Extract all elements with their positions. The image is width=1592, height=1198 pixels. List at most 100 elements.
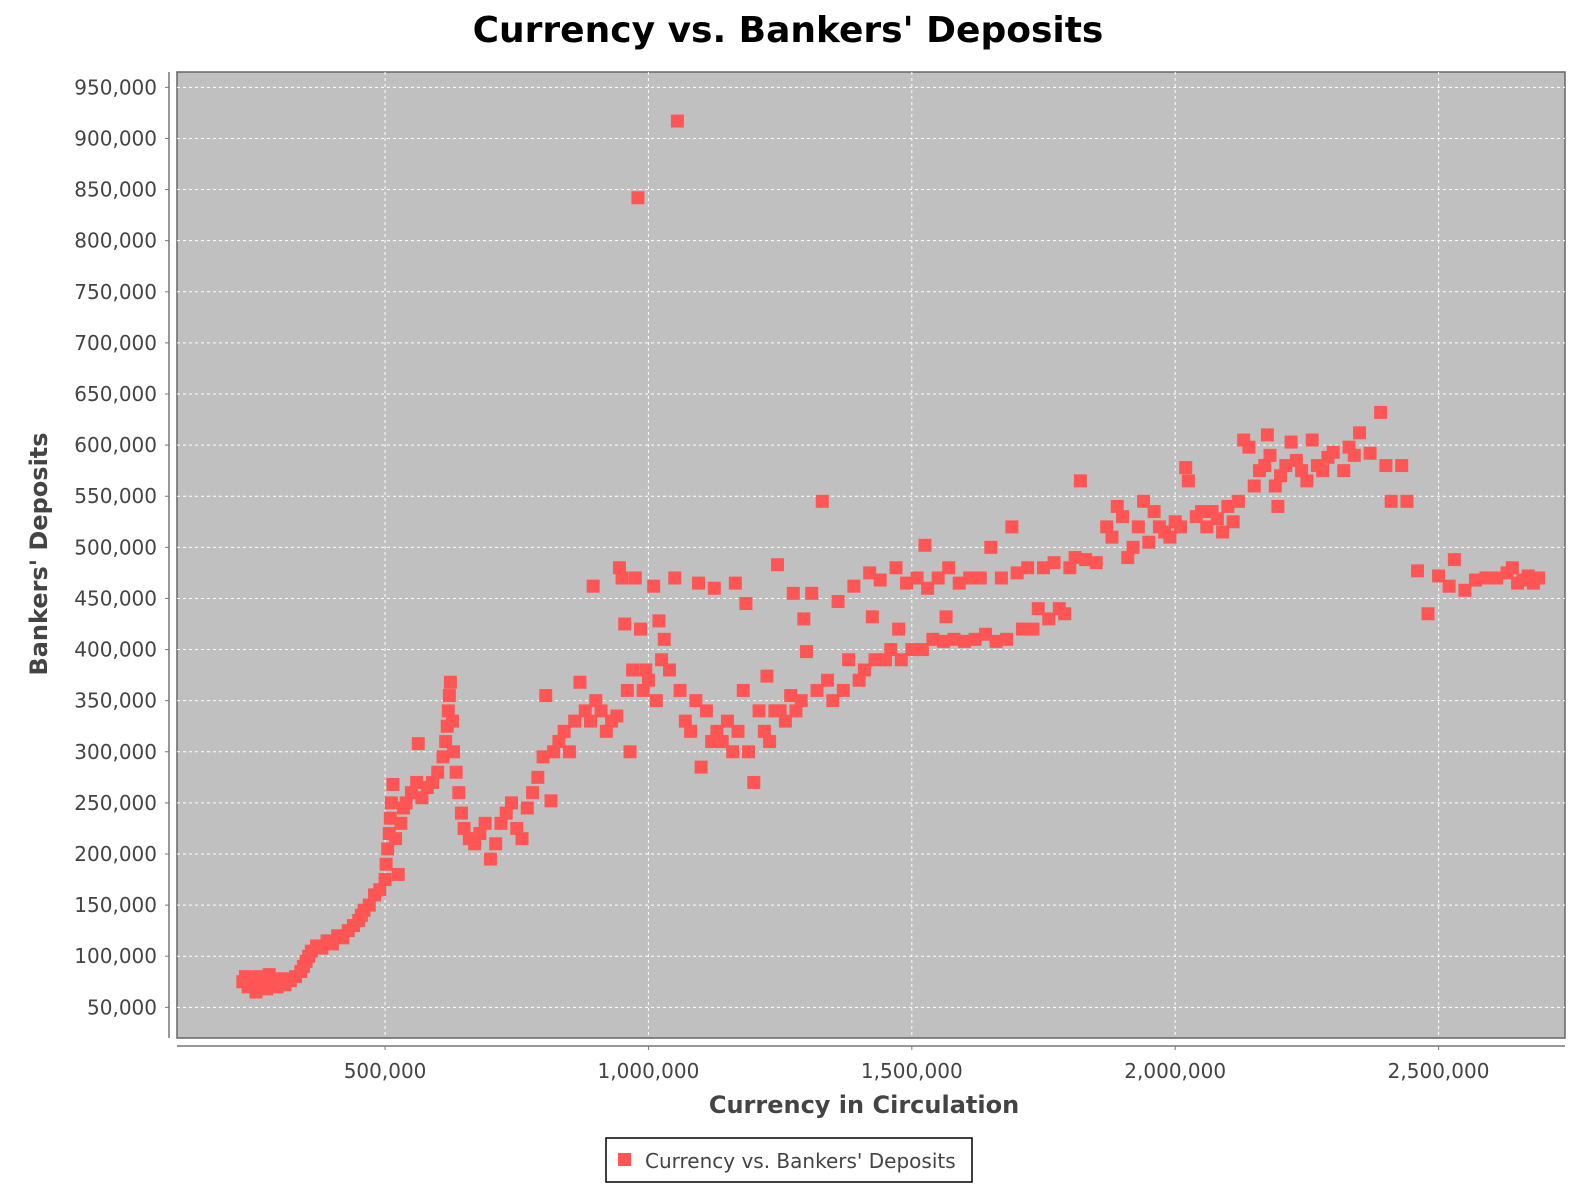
- data-point: [1289, 453, 1303, 467]
- data-point: [655, 653, 669, 667]
- y-tick-label: 500,000: [74, 535, 157, 559]
- data-point: [707, 581, 721, 595]
- data-point: [510, 821, 524, 835]
- data-point: [1347, 448, 1361, 462]
- y-tick-label: 300,000: [74, 740, 157, 764]
- y-tick-label: 850,000: [74, 178, 157, 202]
- data-point: [1179, 461, 1193, 475]
- data-point: [1079, 553, 1093, 567]
- data-point: [1374, 405, 1388, 419]
- data-point: [794, 694, 808, 708]
- data-point: [668, 571, 682, 585]
- data-point: [1395, 459, 1409, 473]
- data-point: [760, 669, 774, 683]
- data-point: [494, 816, 508, 830]
- data-point: [821, 673, 835, 687]
- data-point: [673, 683, 687, 697]
- data-point: [910, 571, 924, 585]
- data-point: [557, 724, 571, 738]
- data-point: [647, 579, 661, 593]
- data-point: [892, 622, 906, 636]
- data-point: [784, 689, 798, 703]
- data-point: [1271, 499, 1285, 513]
- data-point: [1195, 505, 1209, 519]
- data-point: [778, 714, 792, 728]
- data-point: [415, 791, 429, 805]
- data-point: [1379, 459, 1393, 473]
- data-point: [547, 745, 561, 759]
- data-point: [691, 576, 705, 590]
- y-tick-label: 150,000: [74, 893, 157, 917]
- data-point: [1147, 505, 1161, 519]
- data-point: [1221, 499, 1235, 513]
- y-axis-label: Bankers' Deposits: [25, 432, 53, 675]
- data-point: [515, 832, 529, 846]
- data-point: [641, 673, 655, 687]
- data-point: [947, 632, 961, 646]
- data-point: [589, 694, 603, 708]
- data-point: [454, 806, 468, 820]
- data-point: [631, 191, 645, 205]
- data-point: [921, 581, 935, 595]
- data-point: [504, 796, 518, 810]
- data-point: [973, 571, 987, 585]
- data-point: [1068, 551, 1082, 565]
- data-point: [1181, 474, 1195, 488]
- data-point: [670, 114, 684, 128]
- data-point: [1110, 499, 1124, 513]
- data-point: [379, 857, 393, 871]
- data-point: [1337, 464, 1351, 478]
- data-point: [865, 610, 879, 624]
- data-point: [757, 724, 771, 738]
- data-point: [468, 837, 482, 851]
- data-point: [599, 724, 613, 738]
- data-point: [889, 561, 903, 575]
- y-tick-label: 600,000: [74, 433, 157, 457]
- data-point: [584, 714, 598, 728]
- legend-label: Currency vs. Bankers' Deposits: [645, 1149, 956, 1173]
- data-point: [449, 765, 463, 779]
- y-tick-label: 650,000: [74, 382, 157, 406]
- data-point: [826, 694, 840, 708]
- data-point: [1432, 569, 1446, 583]
- data-point: [1363, 446, 1377, 460]
- data-point: [915, 643, 929, 657]
- data-point: [942, 561, 956, 575]
- data-point: [1031, 602, 1045, 616]
- data-point: [1010, 566, 1024, 580]
- data-point: [868, 653, 882, 667]
- data-point: [399, 796, 413, 810]
- data-point: [1026, 622, 1040, 636]
- data-point: [957, 634, 971, 648]
- data-point: [443, 675, 457, 689]
- data-point: [799, 645, 813, 659]
- data-point: [1247, 479, 1261, 493]
- data-point: [1063, 561, 1077, 575]
- data-point: [1258, 459, 1272, 473]
- y-tick-label: 450,000: [74, 586, 157, 610]
- data-point: [905, 643, 919, 657]
- data-point: [436, 750, 450, 764]
- data-point: [578, 704, 592, 718]
- data-point: [442, 689, 456, 703]
- data-point: [815, 494, 829, 508]
- data-point: [715, 735, 729, 749]
- data-point: [684, 724, 698, 738]
- data-point: [1042, 612, 1056, 626]
- data-point: [439, 735, 453, 749]
- data-point: [1532, 571, 1546, 585]
- data-point: [425, 775, 439, 789]
- data-point: [1284, 435, 1298, 449]
- data-point: [736, 683, 750, 697]
- y-tick-label: 550,000: [74, 484, 157, 508]
- chart-title: Currency vs. Bankers' Deposits: [473, 10, 1104, 51]
- data-point: [857, 663, 871, 677]
- data-point: [411, 737, 425, 751]
- data-point: [936, 634, 950, 648]
- data-point: [610, 709, 624, 723]
- data-point: [931, 571, 945, 585]
- data-point: [389, 832, 403, 846]
- x-axis: 500,000 1,000,000 1,500,000 2,000,000 2,500,…: [177, 1045, 1565, 1083]
